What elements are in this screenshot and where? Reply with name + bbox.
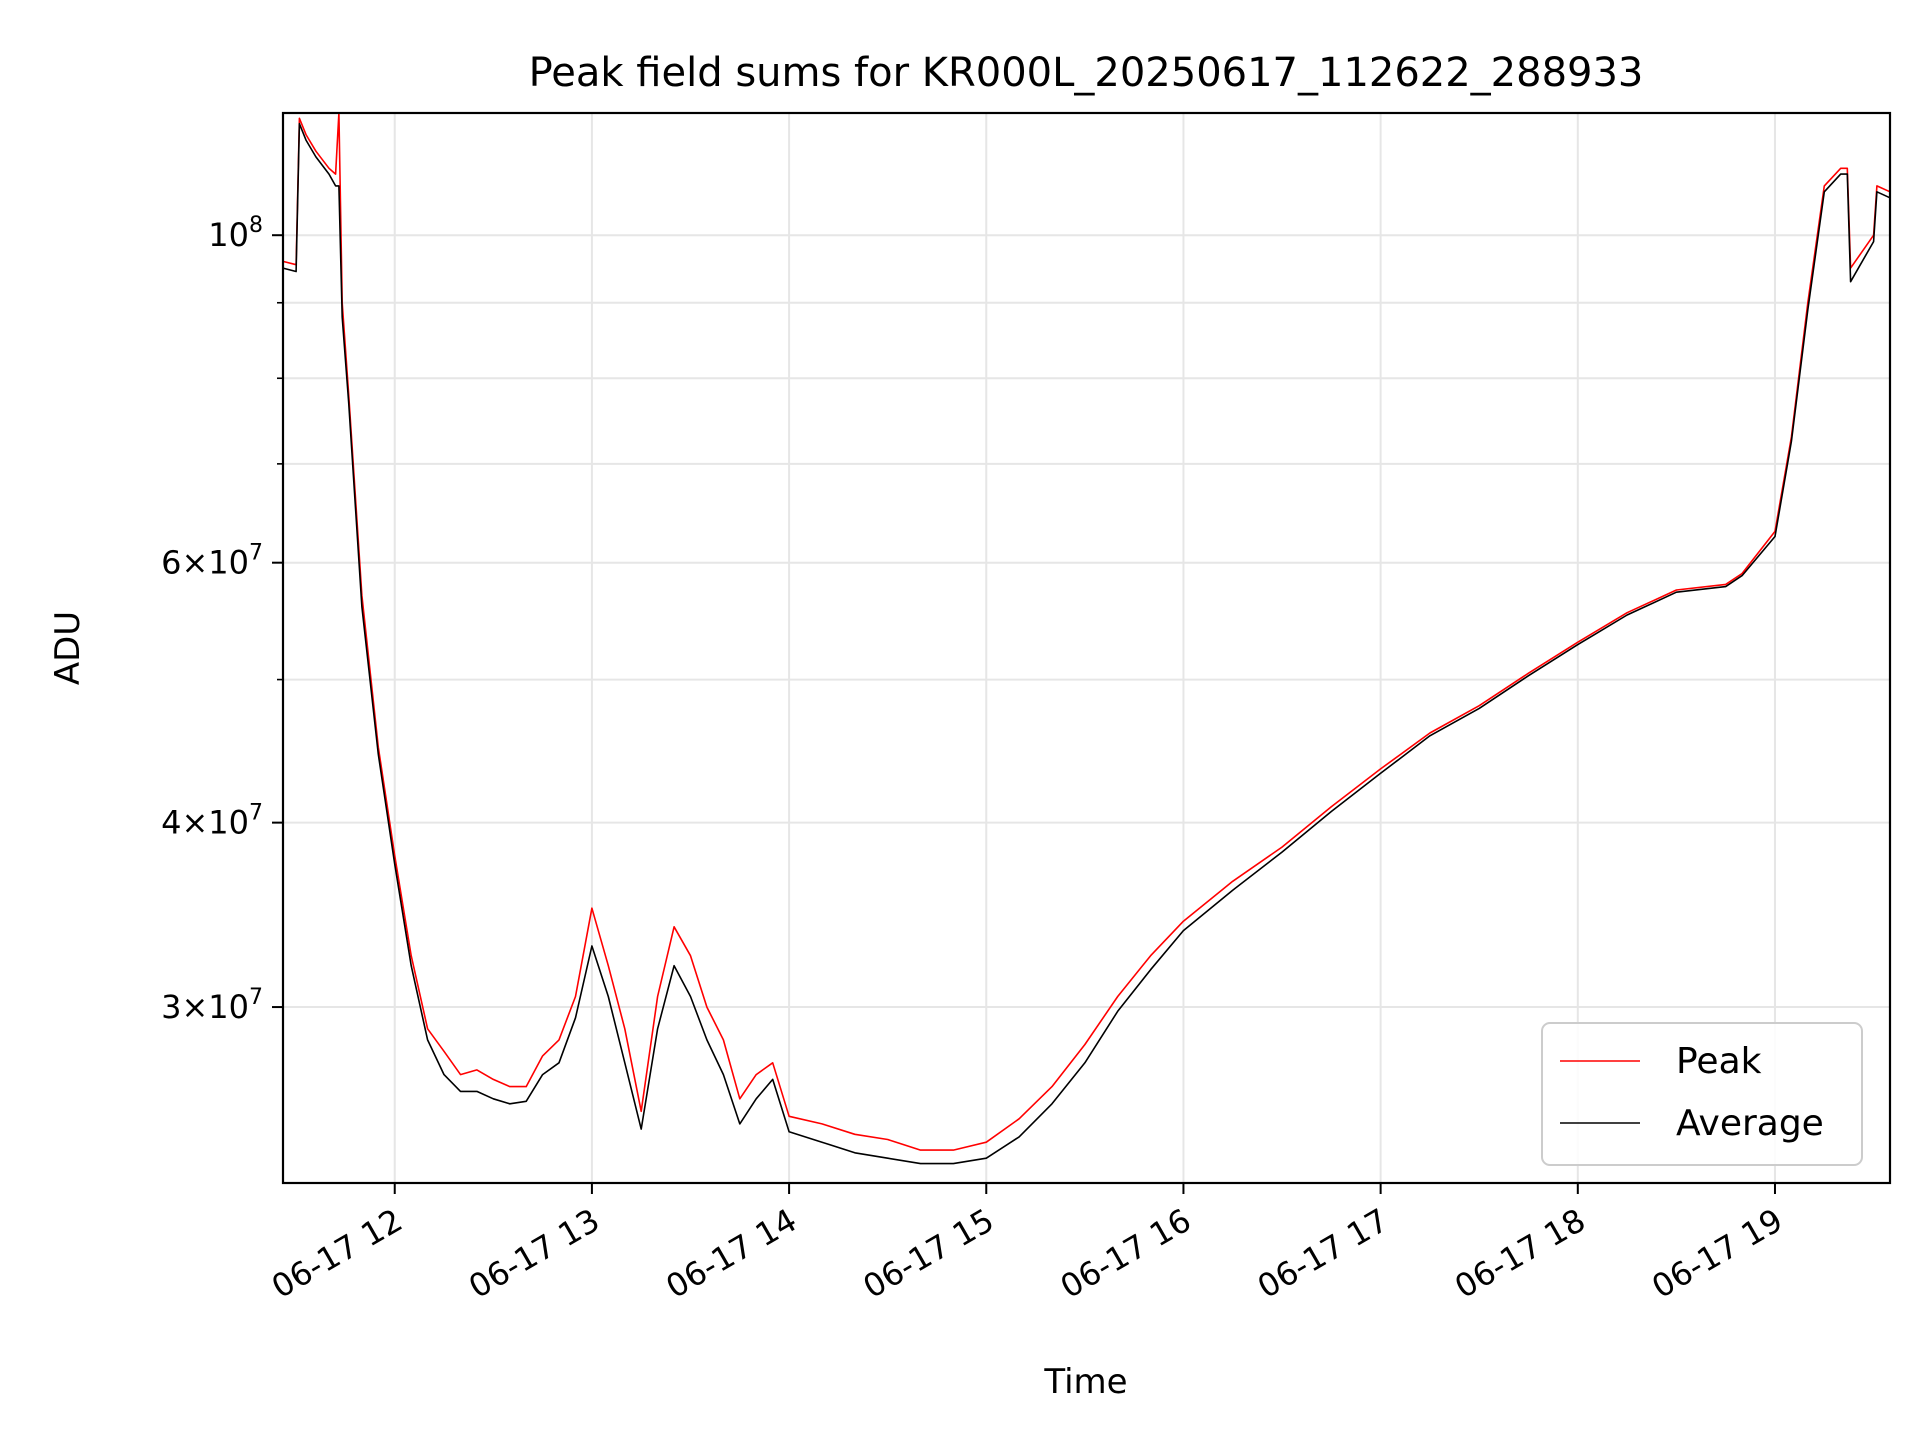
series-line-peak xyxy=(282,112,1891,1151)
series-line-average xyxy=(282,122,1891,1165)
y-tick-label: 6×107 xyxy=(161,541,263,582)
y-axis-label: ADU xyxy=(48,611,88,685)
y-tick-label: 108 xyxy=(208,213,263,254)
y-axis: 3×107 4×107 6×107 108 xyxy=(161,213,283,1026)
x-axis-label: Time xyxy=(1043,1362,1127,1402)
series-lines xyxy=(282,112,1891,1165)
legend-label-peak: Peak xyxy=(1676,1041,1762,1082)
grid xyxy=(283,113,1890,1183)
legend-box xyxy=(1541,1022,1863,1166)
chart-title: Peak field sums for KR000L_20250617_1126… xyxy=(529,50,1644,96)
plot-frame xyxy=(281,111,1892,1185)
legend: Peak Average xyxy=(1541,1022,1863,1166)
y-tick-label: 3×107 xyxy=(161,985,263,1026)
y-tick-label: 4×107 xyxy=(161,801,263,842)
legend-label-average: Average xyxy=(1676,1103,1824,1144)
